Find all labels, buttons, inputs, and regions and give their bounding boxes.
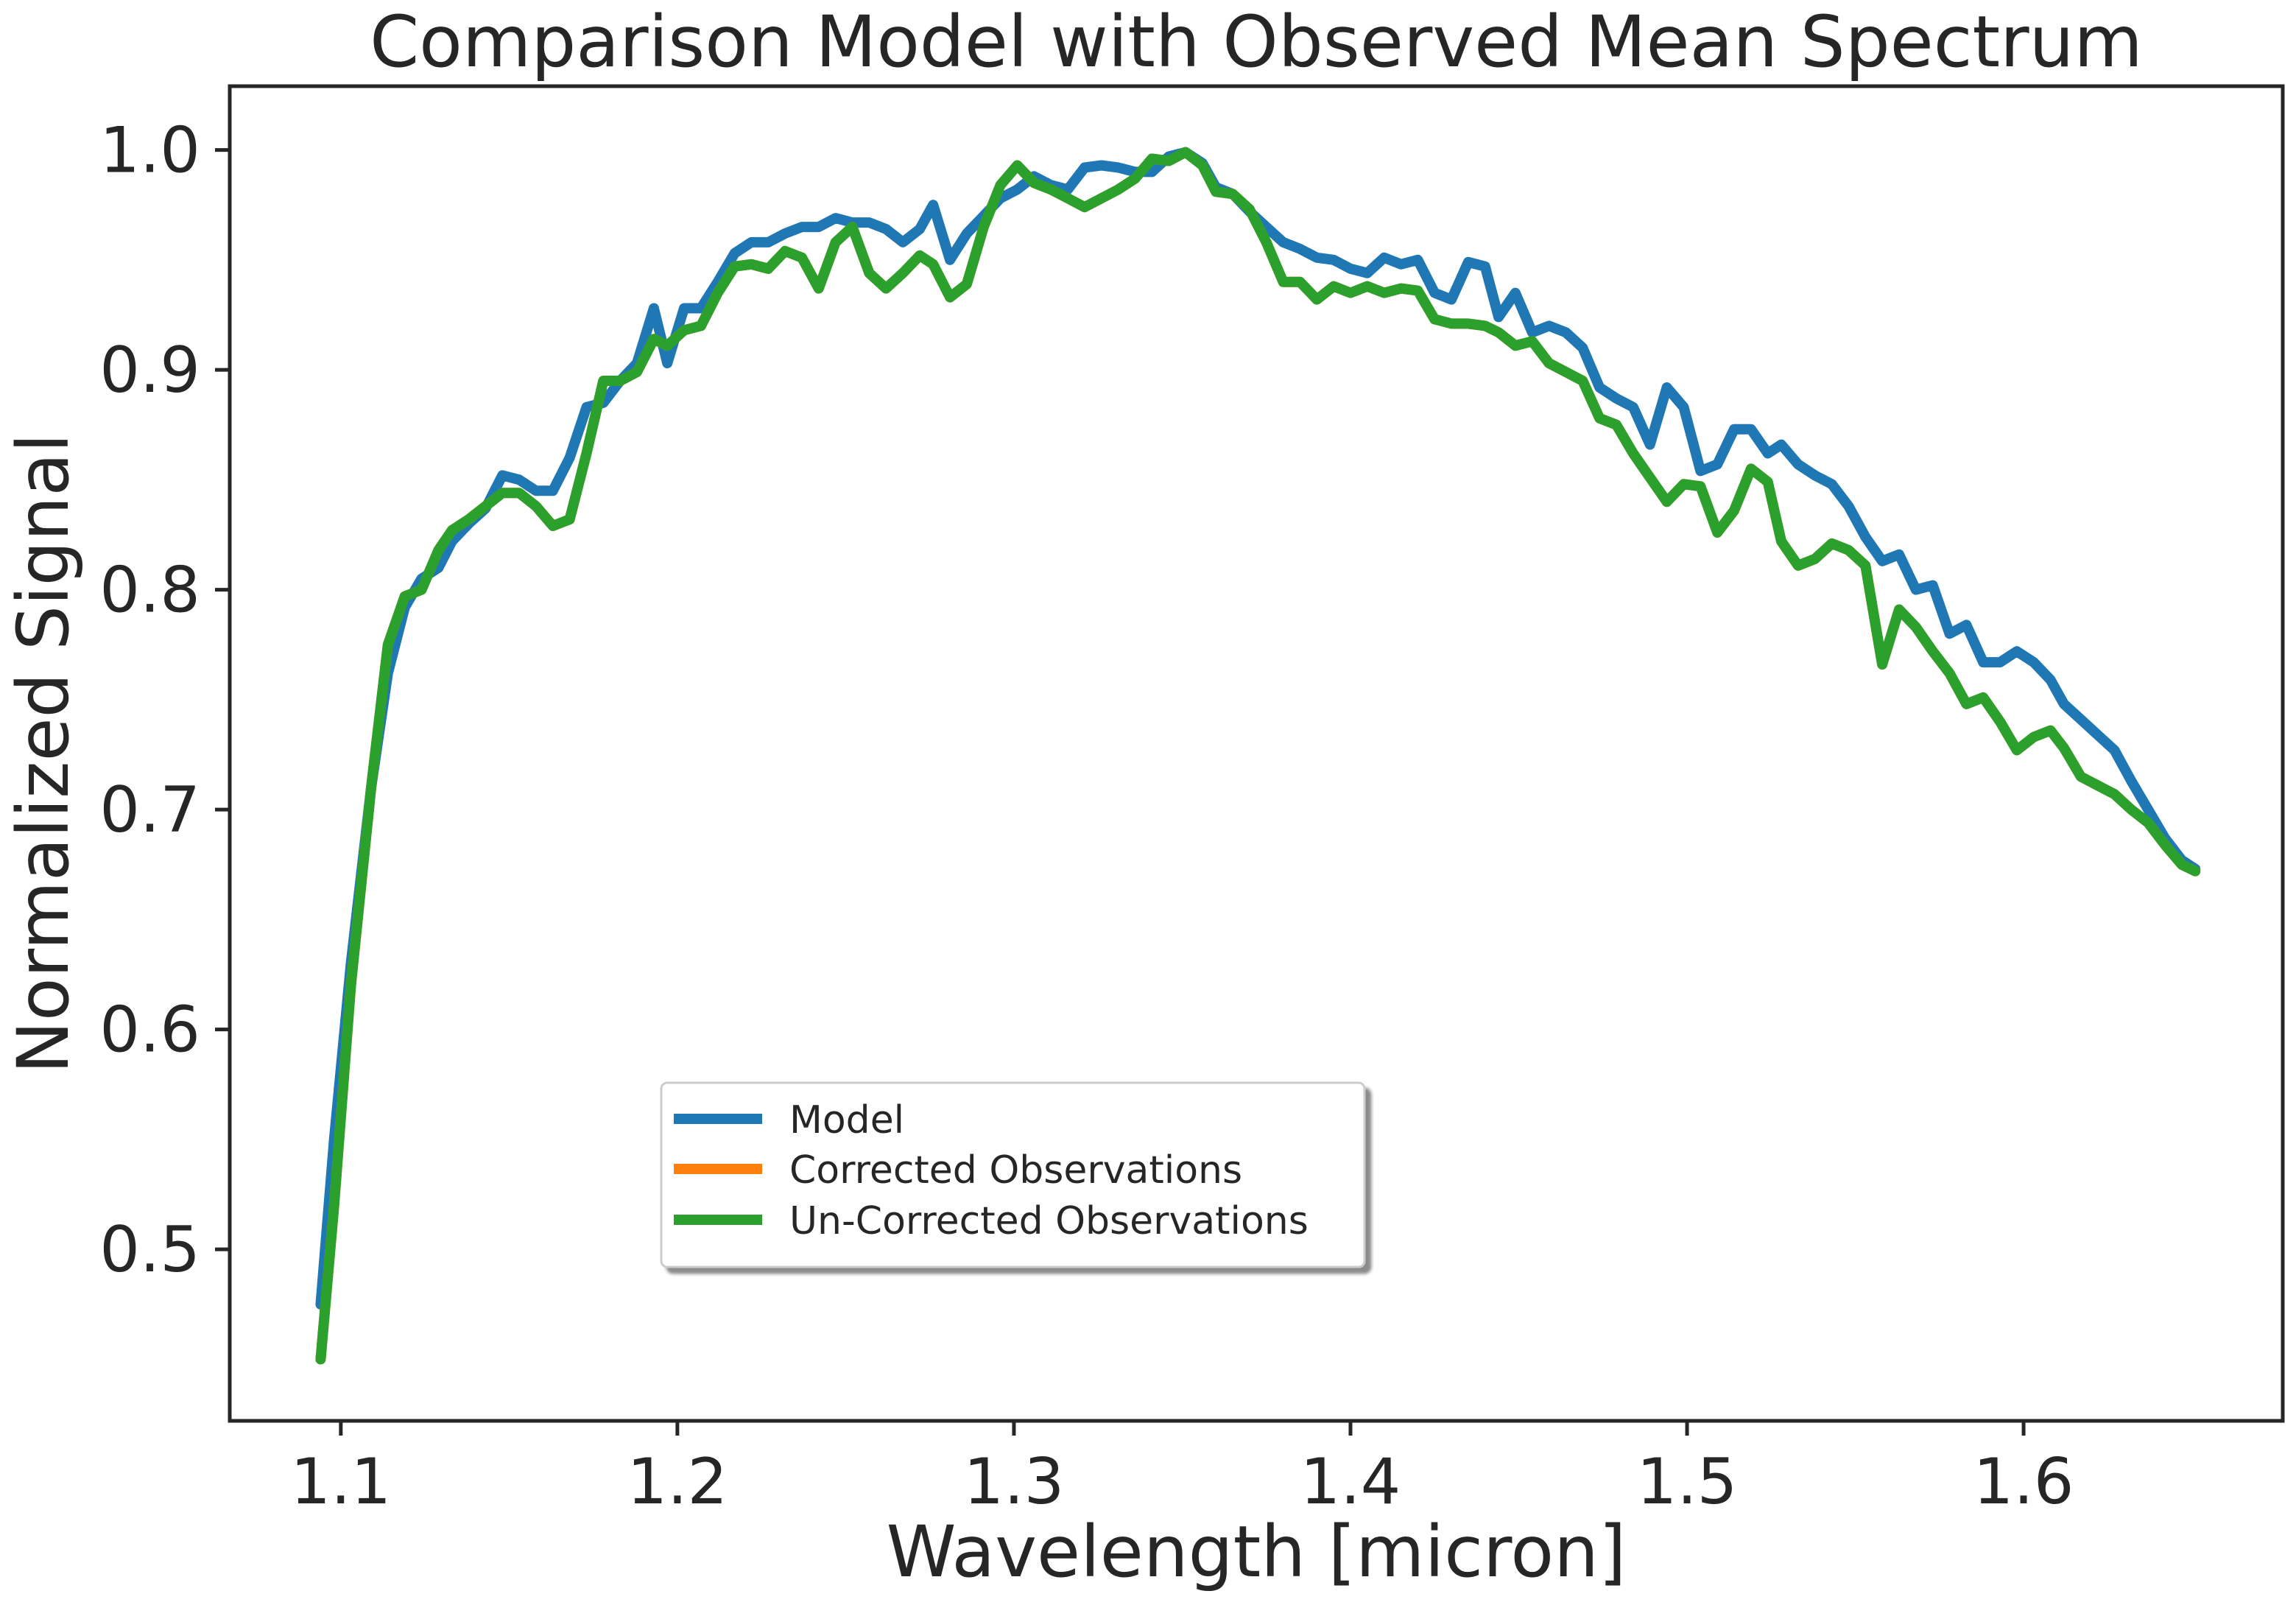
x-axis-label: Wavelength [micron]: [887, 1511, 1627, 1593]
legend: Model Corrected Observations Un-Correcte…: [660, 1081, 1366, 1268]
y-tick-label: 0.6: [99, 994, 200, 1067]
y-tick-label: 0.9: [99, 334, 200, 407]
legend-box: [660, 1081, 1366, 1268]
series-lines: [315, 147, 2201, 1365]
legend-label-corrected: Corrected Observations: [789, 1148, 1242, 1193]
y-tick-label: 0.5: [99, 1213, 200, 1287]
x-tick-label: 1.3: [964, 1445, 1065, 1519]
y-tick-label: 0.7: [99, 773, 200, 847]
x-axis-ticks: 1.1 1.2 1.3 1.4 1.5 1.6: [290, 1421, 2074, 1519]
y-axis-label: Normalized Signal: [2, 433, 85, 1074]
legend-label-model: Model: [789, 1098, 904, 1142]
x-tick-label: 1.6: [1973, 1445, 2074, 1519]
y-tick-label: 0.8: [99, 554, 200, 628]
x-tick-label: 1.4: [1300, 1445, 1401, 1519]
x-tick-label: 1.5: [1637, 1445, 1738, 1519]
series-line-un-corrected-observations: [315, 147, 2201, 1365]
x-tick-label: 1.2: [627, 1445, 728, 1519]
y-axis-ticks: 0.5 0.6 0.7 0.8 0.9 1.0: [99, 114, 230, 1287]
x-tick-label: 1.1: [290, 1445, 391, 1519]
chart-title: Comparison Model with Observed Mean Spec…: [370, 1, 2143, 83]
legend-label-uncorrected: Un-Corrected Observations: [789, 1199, 1309, 1243]
y-tick-label: 1.0: [99, 114, 200, 188]
